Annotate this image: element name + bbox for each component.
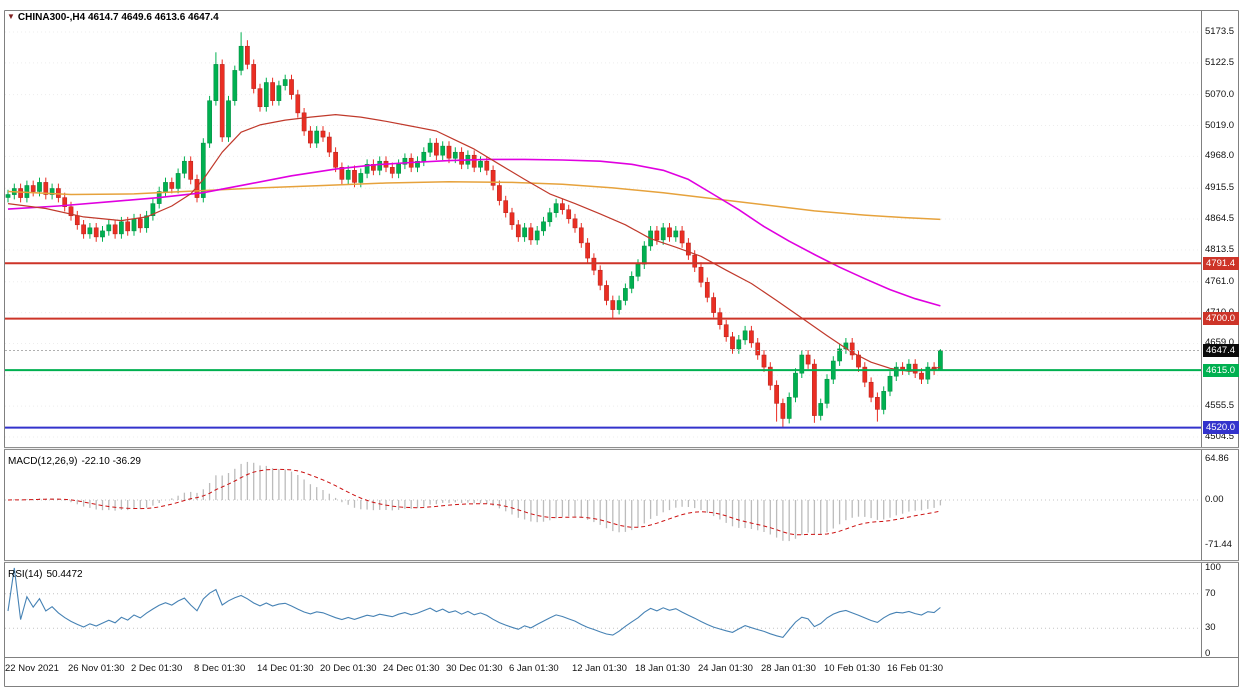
rsi-panel[interactable] <box>5 567 1201 639</box>
macd-panel[interactable] <box>5 461 1201 542</box>
rsi-line <box>7 567 941 639</box>
ma-slow-orange <box>7 181 941 221</box>
macd-signal-line <box>7 468 941 536</box>
main-price-panel[interactable] <box>5 31 1201 438</box>
ma-medium-magenta <box>7 158 941 307</box>
ma-fast-red <box>7 113 941 372</box>
